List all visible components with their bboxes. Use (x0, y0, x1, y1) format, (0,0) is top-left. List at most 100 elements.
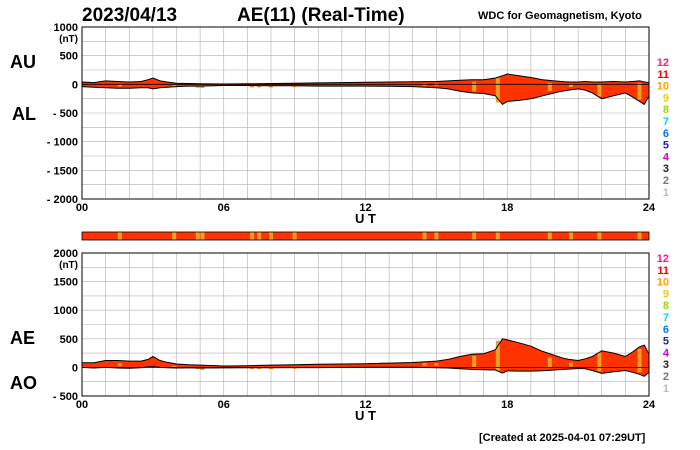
y-tick-label: - 500 (53, 108, 78, 120)
legend-item: 7 (663, 116, 669, 128)
ao-label: AO (10, 373, 37, 393)
activity-strip-marker (422, 232, 427, 240)
y-tick-label: 1000 (54, 22, 78, 34)
activity-strip-marker (292, 232, 297, 240)
legend-item: 11 (657, 265, 669, 277)
band-segment-marker (637, 348, 642, 373)
chart-title: AE(11) (Real-Time) (237, 5, 405, 26)
legend-item: 4 (663, 151, 670, 163)
legend-item: 1 (663, 187, 669, 199)
x-tick-label: 18 (501, 399, 513, 411)
activity-strip-marker (269, 232, 273, 240)
legend-item: 10 (657, 277, 669, 289)
x-tick-label: 24 (643, 202, 656, 214)
activity-strip-background (82, 232, 649, 240)
legend-item: 2 (663, 371, 669, 383)
band-segment-marker (200, 367, 205, 370)
y-tick-label: 0 (72, 362, 78, 374)
band-segment-marker (637, 82, 642, 100)
activity-strip-frame (81, 231, 650, 241)
legend-item: 6 (663, 128, 669, 140)
legend-item: 1 (663, 383, 669, 395)
y-tick-label: 500 (60, 51, 78, 63)
legend-item: 11 (657, 69, 669, 81)
y-tick-label: 1000 (54, 305, 78, 317)
y-tick-label: 500 (60, 334, 78, 346)
x-tick-label: 00 (76, 202, 88, 214)
band-segment-marker (569, 84, 574, 87)
activity-strip-marker (547, 232, 552, 240)
y-unit-label: (nT) (59, 34, 78, 45)
y-tick-label: - 500 (53, 391, 78, 403)
band-segment-marker (547, 357, 552, 368)
activity-strip-marker (472, 232, 477, 240)
band-segment-marker (172, 85, 177, 88)
activity-strip-marker (569, 232, 574, 240)
y-tick-label: 1500 (54, 277, 78, 289)
legend-item: 5 (663, 140, 669, 152)
band-segment-marker (422, 363, 427, 366)
x-axis-label: U T (355, 211, 376, 226)
y-tick-label: - 1000 (47, 137, 78, 149)
activity-strip (81, 231, 650, 241)
band-segment-marker (434, 363, 439, 366)
legend-item: 4 (663, 347, 670, 359)
legend-item: 9 (663, 92, 669, 104)
legend-item: 2 (663, 175, 669, 187)
y-tick-label: - 2000 (47, 194, 78, 206)
legend-item: 12 (657, 253, 669, 265)
band-segment-marker (547, 82, 552, 91)
au-label: AU (10, 52, 36, 72)
activity-strip-marker (172, 232, 177, 240)
x-tick-label: 12 (359, 202, 371, 214)
activity-strip-marker (495, 232, 500, 240)
band-segment-marker (472, 81, 477, 92)
activity-strip-marker (597, 232, 602, 240)
activity-strip-marker (200, 232, 205, 240)
plot-frame (81, 26, 650, 200)
legend-item: 8 (663, 300, 669, 312)
x-tick-label: 06 (218, 202, 230, 214)
legend-item: 3 (663, 359, 669, 371)
series-band (82, 74, 649, 105)
y-tick-label: - 1500 (47, 165, 78, 177)
band-segment-marker (597, 352, 602, 372)
series-band (82, 338, 649, 377)
legend-item: 3 (663, 163, 669, 175)
legend-item: 8 (663, 104, 669, 116)
chart-date: 2023/04/13 (82, 5, 178, 26)
y-tick-label: 2000 (54, 248, 78, 260)
series-line-upper (81, 73, 650, 85)
y-tick-label: 0 (72, 79, 78, 91)
band-segment-marker (472, 355, 477, 368)
au-al-panel: 1000 500 0 - 500 - 1000 - 1500 - 2000 (nT) 00 06 1… (47, 22, 670, 226)
y-unit-label: (nT) (59, 260, 78, 271)
series-line-lower (81, 85, 650, 106)
band-segment-marker (269, 85, 273, 88)
legend-item: 10 (657, 81, 669, 93)
x-tick-label: 12 (359, 399, 371, 411)
plot-frame (81, 252, 650, 397)
legend-item: 7 (663, 312, 669, 324)
activity-strip-marker (195, 232, 200, 240)
data-source: WDC for Geomagnetism, Kyoto (478, 10, 642, 22)
legend-item: 5 (663, 336, 669, 348)
series-line-upper (82, 338, 650, 367)
band-segment-marker (495, 340, 500, 372)
activity-strip-marker (434, 232, 439, 240)
legend-item: 6 (663, 324, 669, 336)
ae-label: AE (10, 328, 36, 348)
band-segment-marker (569, 362, 574, 367)
band-segment-marker (172, 365, 177, 368)
band-segment-marker (597, 84, 602, 97)
activity-strip-marker (257, 232, 262, 240)
activity-strip-marker (637, 232, 642, 240)
x-tick-label: 18 (501, 202, 513, 214)
legend-item: 12 (657, 57, 669, 69)
legend-item: 9 (663, 288, 669, 300)
band-segment-marker (200, 86, 205, 89)
activity-strip-marker (250, 232, 255, 240)
x-tick-label: 06 (218, 399, 230, 411)
